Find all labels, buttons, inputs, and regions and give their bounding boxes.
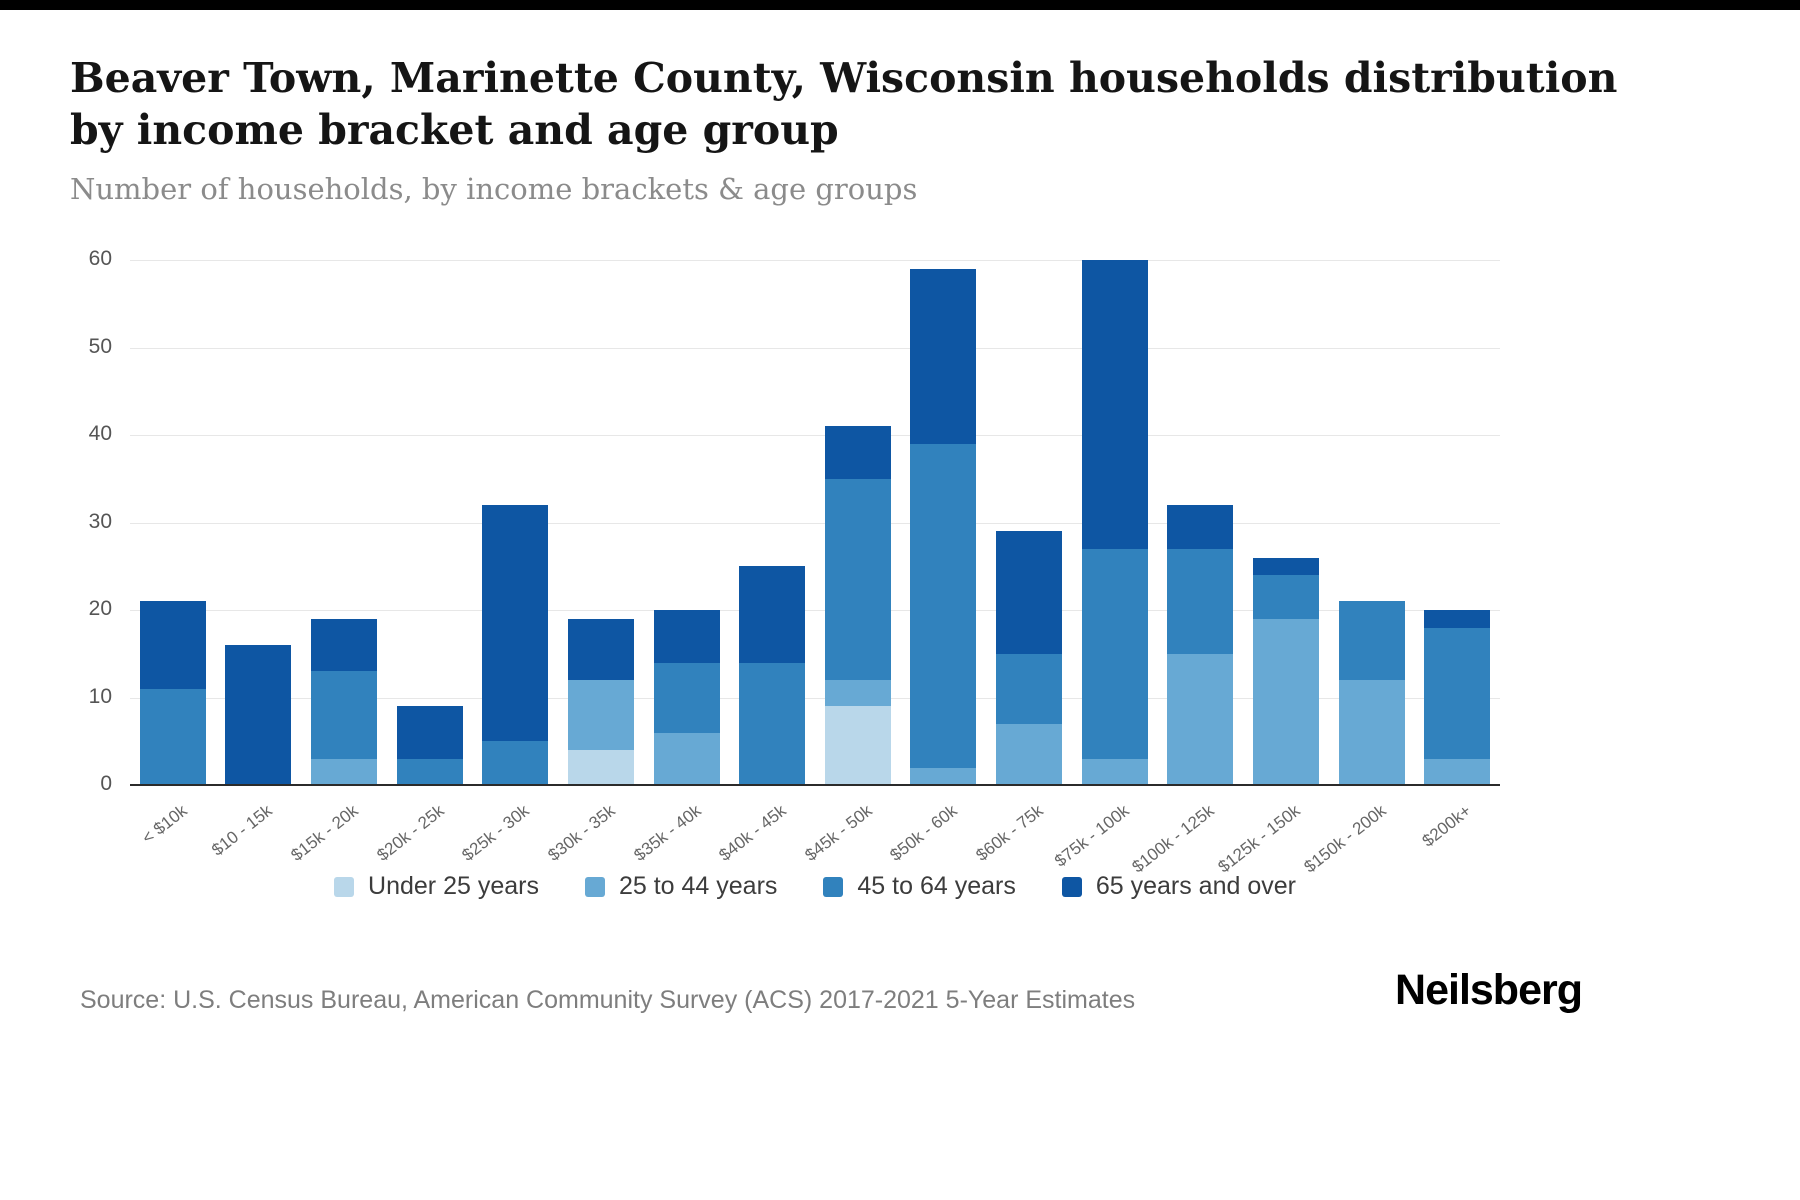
bar-segment <box>567 680 634 750</box>
bar-segment <box>139 688 206 785</box>
legend: Under 25 years 25 to 44 years 45 to 64 yea… <box>130 872 1500 901</box>
x-axis-tick-label: $45k - 50k <box>801 801 876 865</box>
bar-segment <box>1424 610 1491 628</box>
bar-segment <box>996 531 1063 654</box>
bar-segment <box>482 505 549 742</box>
x-axis-tick-label: $50k - 60k <box>886 801 962 865</box>
y-axis-tick-label: 50 <box>88 334 112 358</box>
x-axis-tick-label: $150k - 200k <box>1300 801 1390 877</box>
bar-segment <box>1252 557 1319 575</box>
brand-logo: Neilsberg <box>1395 966 1583 1014</box>
bar-segment <box>739 662 806 785</box>
chart-title: Beaver Town, Marinette County, Wisconsin… <box>70 52 1630 157</box>
bar-segment <box>996 653 1063 724</box>
legend-label: 65 years and over <box>1095 872 1296 900</box>
bar-segment <box>653 732 720 785</box>
legend-label: 45 to 64 years <box>857 872 1016 900</box>
y-axis-tick-label: 20 <box>88 597 112 620</box>
bar-segment <box>1338 680 1405 785</box>
gridline <box>130 522 1500 524</box>
chart-title-line1: Beaver Town, Marinette County, Wisconsin… <box>70 54 1618 102</box>
bar-segment <box>1424 758 1491 785</box>
x-axis-tick-label: $15k - 20k <box>287 801 362 865</box>
bar-segment <box>739 566 806 663</box>
bar-segment <box>1167 505 1234 549</box>
bar-segment <box>1252 618 1319 785</box>
y-axis-tick-label: 40 <box>88 422 112 445</box>
bar-segment <box>1081 548 1148 759</box>
bar-segment <box>824 478 891 680</box>
bar-segment <box>1424 627 1491 759</box>
bar-segment <box>1081 758 1148 785</box>
bar-segment <box>824 680 891 707</box>
x-axis-line <box>130 784 1500 786</box>
legend-label: 25 to 44 years <box>618 872 778 900</box>
bar-segment <box>653 610 720 663</box>
bar-segment <box>311 758 378 785</box>
bar-segment <box>311 671 378 759</box>
y-axis-tick-label: 0 <box>100 772 112 795</box>
gridline <box>130 347 1500 349</box>
chart-title-line2: by income bracket and age group <box>70 106 839 155</box>
bar-segment <box>1252 575 1319 619</box>
bar-segment <box>653 662 720 733</box>
x-axis-tick-label: $35k - 40k <box>630 801 705 865</box>
x-axis-tick-label: $40k - 45k <box>715 801 790 865</box>
y-axis-tick-label: 10 <box>88 684 112 708</box>
gridline <box>130 610 1500 611</box>
legend-item: 25 to 44 years <box>584 872 778 901</box>
source-note: Source: U.S. Census Bureau, American Com… <box>80 986 1136 1014</box>
bar-segment <box>824 426 891 479</box>
bar-segment <box>396 706 463 759</box>
chart-subtitle: Number of households, by income brackets… <box>70 172 918 206</box>
legend-swatch-icon <box>584 876 605 897</box>
gridline <box>130 697 1500 699</box>
legend-item: 45 to 64 years <box>823 872 1016 901</box>
bar-segment <box>910 443 977 768</box>
x-axis-tick-label: $200k+ <box>1418 801 1475 851</box>
legend-label: Under 25 years <box>368 872 539 900</box>
x-axis-tick-label: $20k - 25k <box>373 801 448 865</box>
gridline <box>130 260 1500 261</box>
x-axis-tick-label: $125k - 150k <box>1214 801 1304 877</box>
y-axis-tick-label: 30 <box>88 509 112 533</box>
legend-item: 65 years and over <box>1061 872 1296 901</box>
y-axis-tick-label: 60 <box>88 247 112 270</box>
plot-area: 0 10 20 30 40 50 60 < $10k $10 - 15k $15k - 20k $2… <box>89 247 1500 876</box>
bar-segment <box>567 750 634 785</box>
bar-segment <box>567 618 634 680</box>
gridline <box>130 435 1500 436</box>
bar-segment <box>824 706 891 785</box>
legend-swatch-icon <box>823 876 844 897</box>
bar-segment <box>139 601 206 689</box>
footer: Source: U.S. Census Bureau, American Com… <box>80 966 1583 1015</box>
bar-segment <box>311 618 378 672</box>
bar-segment <box>1338 601 1405 680</box>
x-axis-tick-label: < $10k <box>138 801 191 848</box>
x-axis-tick-label: $75k - 100k <box>1050 801 1133 871</box>
x-axis-tick-label: $100k - 125k <box>1128 801 1219 877</box>
x-axis-tick-label: $60k - 75k <box>972 801 1047 865</box>
bar-segment <box>1081 260 1148 549</box>
bar-segment <box>482 741 549 785</box>
bar-segment <box>910 268 977 444</box>
bar-segment <box>1167 653 1234 785</box>
legend-swatch-icon <box>334 876 355 897</box>
x-axis-tick-label: $30k - 35k <box>544 801 619 865</box>
legend-item: Under 25 years <box>334 872 539 901</box>
bar-segment <box>910 767 977 785</box>
legend-swatch-icon <box>1061 876 1082 897</box>
x-axis-tick-label: $25k - 30k <box>458 801 534 865</box>
top-black-bar <box>0 0 1800 10</box>
bar-segment <box>396 758 463 785</box>
bar-segment <box>225 645 292 785</box>
bar-segment <box>1167 548 1234 654</box>
x-axis-tick-label: $10 - 15k <box>208 801 277 860</box>
bar-segment <box>996 723 1063 785</box>
